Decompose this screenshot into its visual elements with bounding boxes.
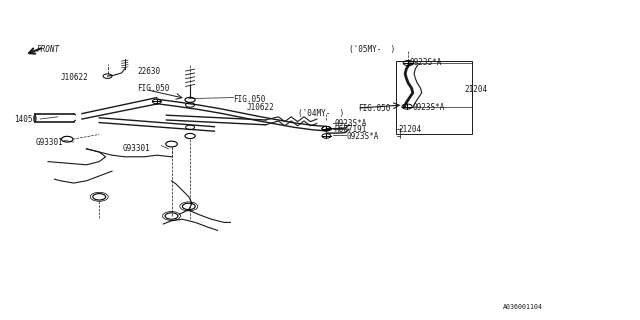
Text: 21204: 21204 xyxy=(464,85,487,94)
Text: J10622: J10622 xyxy=(61,73,88,82)
Text: 21204: 21204 xyxy=(398,125,421,134)
Text: H607191: H607191 xyxy=(334,125,367,134)
Text: G93301: G93301 xyxy=(123,144,150,153)
Text: 22630: 22630 xyxy=(138,67,161,76)
Text: FIG.050: FIG.050 xyxy=(358,104,391,113)
Text: 0923S*A: 0923S*A xyxy=(413,103,445,112)
Text: 14050: 14050 xyxy=(14,115,37,124)
Text: ('05MY-  ): ('05MY- ) xyxy=(349,45,395,54)
Text: FIG.050: FIG.050 xyxy=(138,84,170,93)
Text: G93301: G93301 xyxy=(36,138,63,147)
Text: ('04MY-  ): ('04MY- ) xyxy=(298,109,344,118)
Text: 0923S*A: 0923S*A xyxy=(410,58,442,67)
Text: FIG.050: FIG.050 xyxy=(234,95,266,104)
Text: 0923S*A: 0923S*A xyxy=(334,119,367,128)
Text: J10622: J10622 xyxy=(246,103,274,112)
Bar xyxy=(396,61,472,134)
Text: A036001104: A036001104 xyxy=(502,304,543,309)
Text: FRONT: FRONT xyxy=(37,45,60,54)
Text: 0923S*A: 0923S*A xyxy=(347,132,380,140)
